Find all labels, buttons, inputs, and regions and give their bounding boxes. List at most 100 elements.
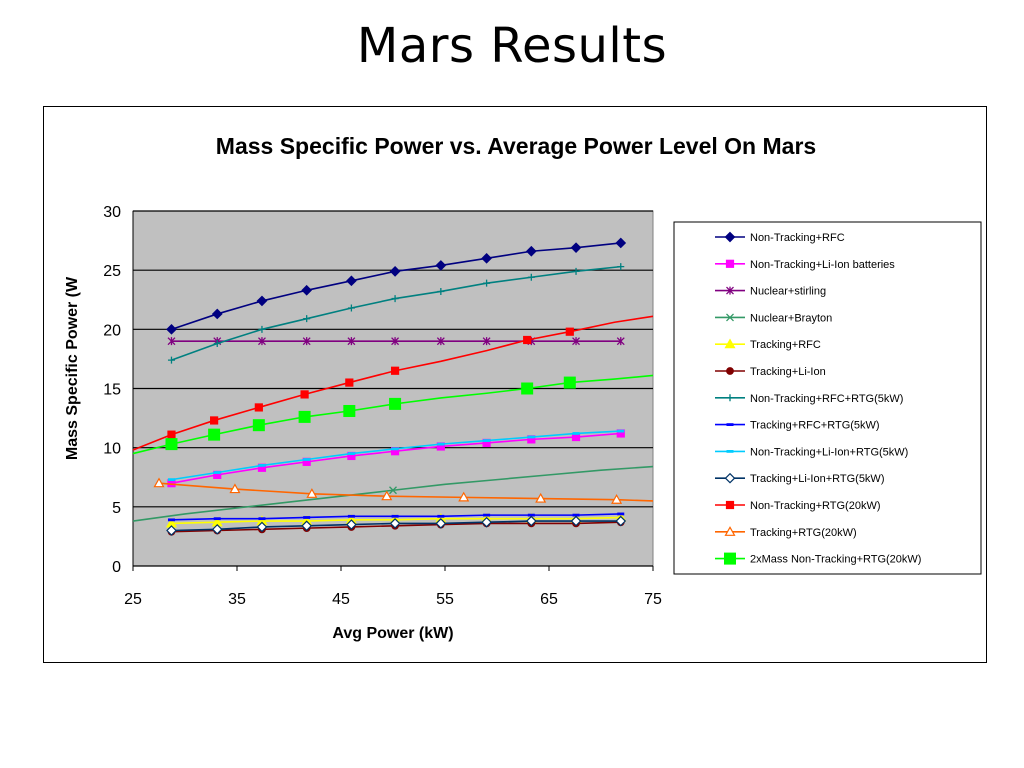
data-point: [391, 447, 399, 451]
data-point: [211, 523, 223, 535]
legend: Non-Tracking+RFC Non-Tracking+Li-Ion batt…: [673, 221, 982, 575]
data-point: [617, 429, 625, 433]
data-point: [258, 337, 266, 346]
data-point: [724, 231, 736, 243]
x-tick-label: 25: [124, 591, 142, 608]
series-nuclear-brayton: [132, 465, 654, 522]
legend-label: Non-Tracking+RFC+RTG(5kW): [750, 393, 903, 405]
data-point: [210, 416, 219, 425]
series-non-tracking-rtg-20kw-: [132, 315, 654, 451]
data-point: [258, 517, 266, 521]
data-point: [391, 514, 399, 518]
data-point: [615, 515, 627, 527]
data-point: [458, 491, 470, 502]
series-non-tracking-rfc-rtg-5kw-: [167, 263, 625, 364]
data-point: [252, 419, 265, 432]
data-point: [616, 337, 625, 346]
legend-label: Nuclear+Brayton: [750, 312, 832, 324]
y-tick-label: 30: [103, 204, 121, 221]
data-point: [572, 432, 580, 435]
data-point: [724, 338, 736, 349]
data-point: [211, 308, 223, 320]
legend-label: 2xMass Non-Tracking+RTG(20kW): [750, 554, 921, 566]
data-point: [258, 325, 266, 333]
data-point: [725, 500, 735, 510]
x-tick-label: 65: [540, 591, 558, 608]
legend-label: Non-Tracking+Li-Ion batteries: [750, 259, 895, 271]
data-point: [301, 520, 313, 532]
data-point: [726, 367, 734, 375]
legend-item: Tracking+RFC+RTG(5kW): [715, 420, 880, 432]
data-point: [213, 471, 221, 474]
legend-item: Tracking+RTG(20kW): [715, 526, 857, 539]
data-point: [302, 337, 311, 346]
data-point: [617, 512, 625, 516]
data-point: [615, 237, 627, 249]
y-tick-label: 5: [112, 500, 121, 517]
data-point: [525, 245, 537, 257]
data-point: [346, 519, 357, 530]
legend-item: Non-Tracking+Li-Ion batteries: [715, 259, 895, 271]
series-tracking-rtg-20kw-: [153, 477, 654, 504]
data-point: [535, 492, 547, 503]
data-point: [563, 376, 576, 389]
x-tick-label: 75: [644, 591, 662, 608]
data-point: [572, 513, 580, 517]
data-point: [572, 267, 580, 275]
data-point: [389, 486, 397, 495]
series-layer: [132, 237, 654, 536]
legend-item: Tracking+Li-Ion+RTG(5kW): [715, 472, 884, 485]
legend-label: Tracking+RTG(20kW): [750, 527, 857, 539]
data-point: [481, 516, 492, 528]
y-tick-label: 15: [103, 382, 121, 399]
data-point: [482, 337, 491, 346]
data-point: [303, 516, 311, 519]
data-point: [213, 517, 221, 521]
data-point: [391, 295, 399, 303]
data-point: [254, 403, 263, 412]
data-point: [483, 279, 491, 287]
data-point: [572, 337, 580, 346]
data-point: [306, 488, 318, 498]
data-point: [153, 477, 165, 488]
data-point: [725, 259, 735, 268]
data-point: [726, 286, 734, 295]
data-point: [389, 397, 402, 410]
data-point: [345, 378, 354, 387]
data-point: [229, 483, 241, 494]
legend-item: Non-Tracking+RFC: [715, 231, 845, 244]
data-point: [726, 313, 734, 322]
legend-label: Non-Tracking+RTG(20kW): [750, 500, 881, 512]
legend-label: Tracking+Li-Ion: [750, 366, 826, 378]
data-point: [521, 382, 534, 395]
data-point: [256, 521, 268, 533]
data-point: [347, 337, 356, 346]
data-point: [726, 423, 734, 426]
data-point: [165, 438, 178, 451]
data-point: [381, 490, 393, 501]
data-point: [437, 514, 445, 518]
x-axis-label: Avg Power (kW): [332, 625, 453, 642]
data-point: [525, 515, 537, 527]
data-point: [523, 335, 532, 345]
data-point: [167, 337, 176, 346]
series-tracking-li-ion-rtg-5kw-: [166, 515, 627, 536]
data-point: [343, 404, 356, 417]
legend-label: Non-Tracking+Li-Ion+RTG(5kW): [750, 446, 908, 458]
data-point: [391, 337, 400, 346]
data-point: [166, 525, 177, 536]
data-point: [389, 266, 401, 277]
legend-item: Non-Tracking+RTG(20kW): [715, 500, 881, 512]
legend-label: Tracking+Li-Ion+RTG(5kW): [750, 473, 884, 485]
data-point: [724, 526, 736, 536]
y-tick-label: 10: [103, 441, 121, 458]
x-tick-label: 35: [228, 591, 246, 608]
series-line: [158, 482, 654, 502]
legend-item: Non-Tracking+Li-Ion+RTG(5kW): [715, 446, 908, 458]
legend-item: Tracking+RFC: [715, 338, 821, 351]
series-non-tracking-rfc: [166, 237, 627, 335]
series-nuclear-stirling: [167, 337, 625, 346]
x-tick-label: 55: [436, 591, 454, 608]
legend-label: Tracking+RFC+RTG(5kW): [750, 420, 880, 432]
y-tick-label: 25: [103, 263, 121, 280]
